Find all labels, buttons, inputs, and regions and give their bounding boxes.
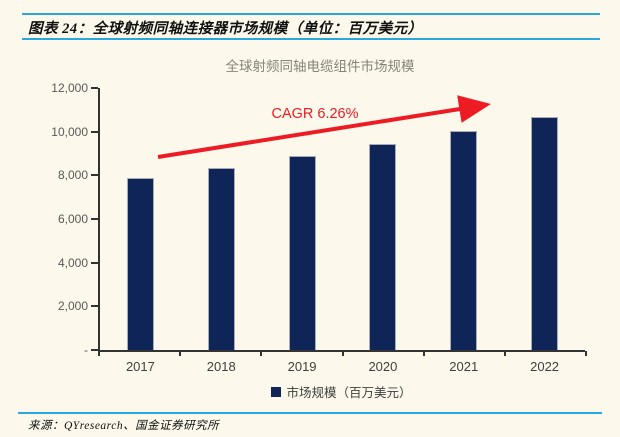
source-note: 来源：QYresearch、国金证券研究所: [28, 420, 220, 432]
x-tick-label: 2018: [206, 359, 236, 374]
footer-rule: [18, 412, 602, 414]
y-tick-label: 4,000: [57, 255, 88, 270]
chart-title: 全球射频同轴电缆组件市场规模: [225, 59, 415, 74]
y-tick-label: 2,000: [57, 299, 88, 314]
cagr-annotation: CAGR 6.26%: [271, 106, 359, 122]
x-tick-mark: [179, 351, 182, 356]
x-tick-label: 2020: [368, 359, 398, 374]
y-tick-mark: [91, 87, 98, 89]
bar-2019: [288, 156, 316, 350]
x-tick-mark: [422, 351, 425, 356]
y-tick-mark: [91, 349, 98, 351]
header-top-rule: [22, 13, 600, 15]
y-tick-label: 12,000: [51, 81, 88, 95]
x-tick-label: 2019: [287, 359, 317, 374]
y-tick-mark: [91, 261, 98, 264]
x-tick-label: 2021: [449, 359, 479, 374]
x-tick-mark: [585, 351, 587, 356]
x-tick-mark: [260, 351, 263, 356]
plot-area: [98, 88, 585, 352]
y-tick-mark: [91, 218, 98, 220]
bar-2021: [450, 130, 478, 350]
y-tick-mark: [91, 130, 98, 133]
y-tick-label: 6,000: [57, 212, 88, 226]
bar-2022: [531, 117, 559, 350]
legend-label: 市场规模（百万美元）: [286, 386, 412, 400]
y-tick-label: -: [84, 343, 88, 357]
x-tick-mark: [503, 351, 506, 356]
legend-swatch-icon: [271, 386, 282, 397]
x-tick-mark: [98, 351, 100, 356]
x-tick-label: 2022: [530, 359, 560, 374]
bar-2017: [126, 178, 154, 350]
y-tick-label: 10,000: [51, 124, 88, 139]
figure-caption: 图表 24：全球射频同轴连接器市场规模（单位：百万美元）: [28, 21, 423, 37]
y-tick-label: 8,000: [57, 168, 88, 183]
cagr-trend-arrow: [157, 95, 491, 159]
bar-2018: [207, 167, 235, 350]
x-tick-mark: [341, 351, 344, 356]
y-tick-mark: [91, 174, 98, 177]
legend: 市场规模（百万美元）: [98, 382, 585, 401]
y-tick-mark: [91, 305, 98, 308]
header-bottom-rule: [22, 38, 600, 40]
bar-2020: [369, 144, 397, 350]
x-tick-label: 2017: [125, 359, 155, 374]
